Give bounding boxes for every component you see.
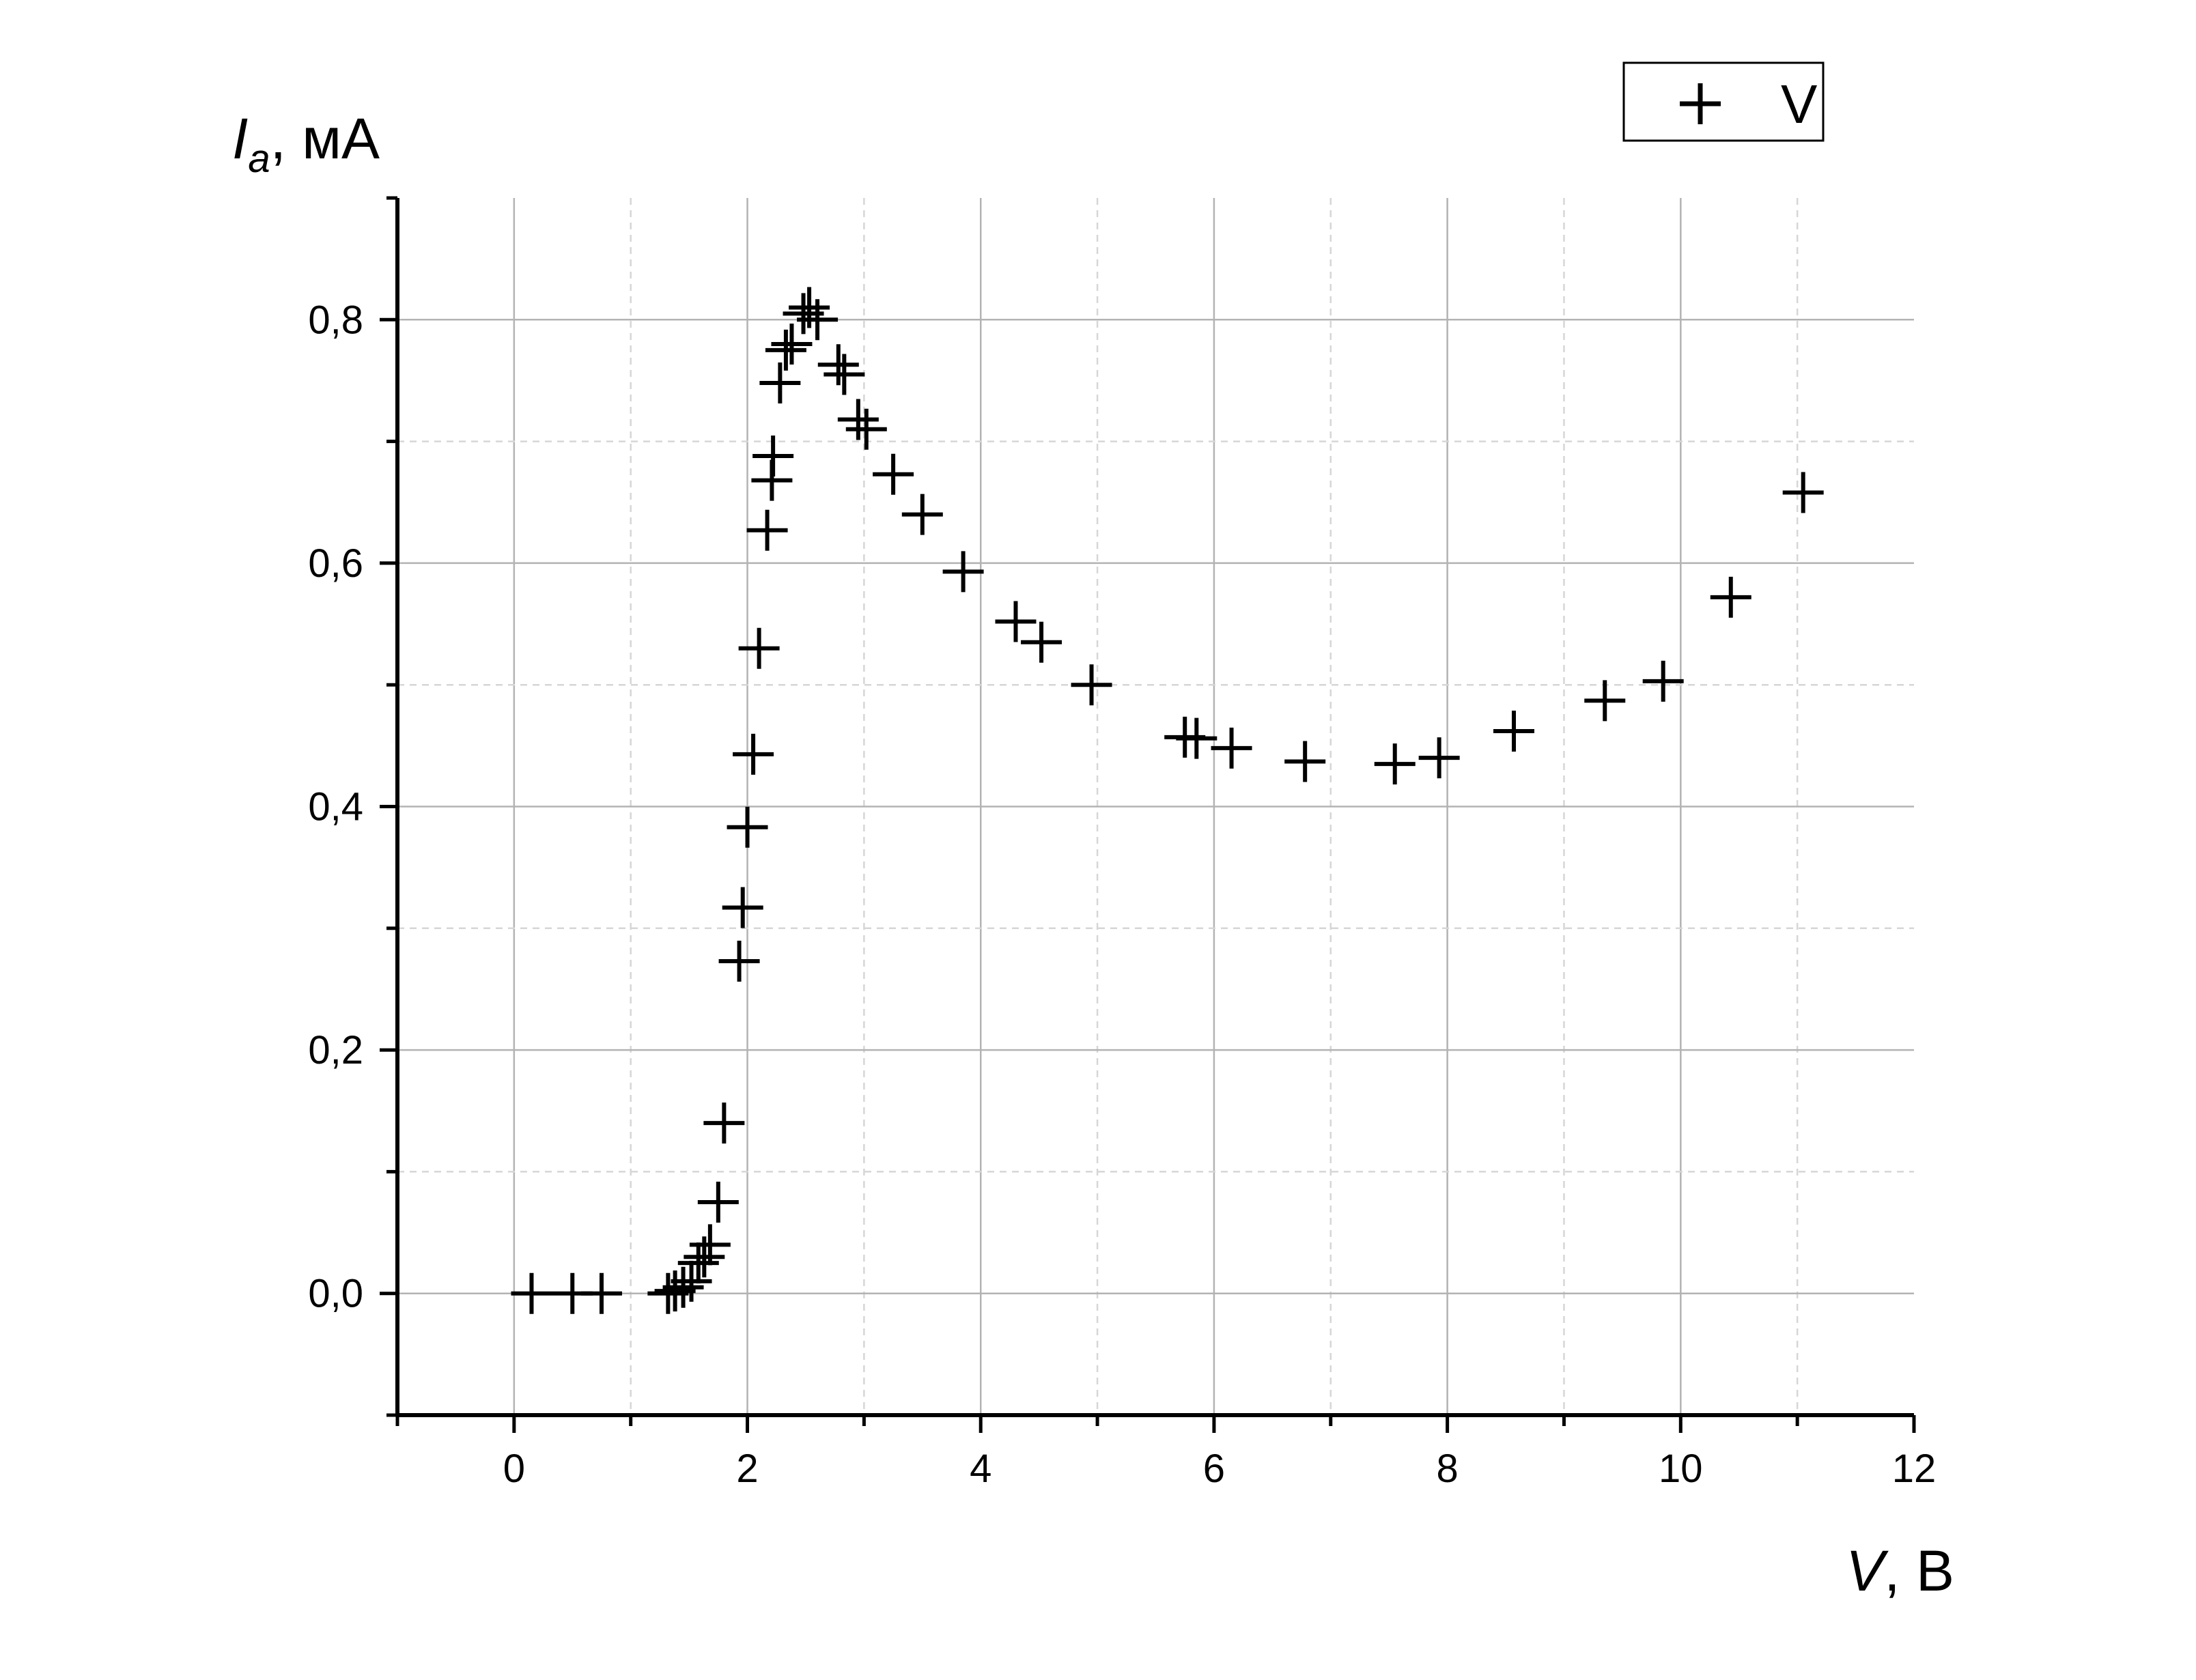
x-tick-label: 2 [736, 1447, 758, 1491]
data-point [765, 329, 806, 371]
y-axis-title: Ia, мА [232, 106, 380, 181]
data-point [789, 287, 830, 328]
y-axis-subscript: a [248, 137, 270, 181]
data-point [942, 551, 984, 593]
data-point [689, 1224, 731, 1266]
data-point [1021, 621, 1062, 663]
data-point [718, 940, 760, 982]
data-point [722, 887, 763, 928]
x-tick-label: 10 [1659, 1447, 1703, 1491]
y-tick-label: 0,0 [308, 1272, 363, 1316]
x-tick-label: 8 [1436, 1447, 1458, 1491]
data-point [817, 344, 859, 386]
data-point [901, 494, 943, 535]
legend: V [1622, 61, 1825, 142]
data-point [845, 408, 887, 450]
data-point [837, 399, 879, 440]
ticks: 0 2 4 6 8 10 12 0,0 0,2 0,4 0,6 0,8 [308, 196, 1937, 1491]
data-point [1284, 741, 1326, 782]
data-point [1374, 743, 1416, 785]
y-tick-label: 0,2 [308, 1028, 363, 1072]
legend-box [1622, 61, 1825, 142]
data-points [511, 287, 1824, 1314]
data-point [873, 453, 914, 495]
y-axis-symbol: I [232, 106, 248, 171]
data-point [1176, 717, 1217, 759]
data-point [727, 806, 768, 848]
data-point [1710, 576, 1751, 618]
data-point [771, 323, 813, 365]
data-point [1782, 472, 1824, 513]
data-point [759, 362, 801, 404]
data-point [662, 1266, 704, 1308]
data-point [797, 299, 839, 341]
x-axis-unit: , В [1884, 1539, 1954, 1603]
x-axis-title: V, В [1846, 1539, 1954, 1603]
data-point [1418, 737, 1460, 779]
data-point [1493, 710, 1534, 752]
x-tick-label: 0 [503, 1447, 525, 1491]
data-point [995, 601, 1037, 642]
data-point [824, 354, 865, 395]
y-tick-label: 0,4 [308, 785, 363, 829]
y-tick-label: 0,8 [308, 298, 363, 342]
data-point [580, 1272, 622, 1314]
data-point [654, 1270, 696, 1312]
y-axis-unit: , мА [270, 106, 380, 171]
x-axis-symbol: V [1846, 1539, 1889, 1603]
data-point [511, 1272, 552, 1314]
data-point [746, 509, 788, 551]
data-point [1584, 680, 1626, 722]
data-point [703, 1102, 745, 1144]
x-tick-label: 12 [1892, 1447, 1937, 1491]
data-point [1642, 660, 1684, 702]
grid [397, 198, 1914, 1415]
data-point [738, 627, 780, 669]
data-point [1211, 727, 1252, 769]
data-point [671, 1260, 712, 1302]
data-point [733, 733, 774, 775]
data-point [1071, 664, 1112, 706]
x-tick-label: 6 [1203, 1447, 1225, 1491]
x-tick-label: 4 [970, 1447, 991, 1491]
legend-marker-plus-icon [1680, 83, 1721, 124]
legend-label: V [1781, 74, 1818, 134]
data-point [697, 1181, 739, 1223]
y-tick-label: 0,6 [308, 541, 363, 586]
data-point [752, 435, 794, 476]
